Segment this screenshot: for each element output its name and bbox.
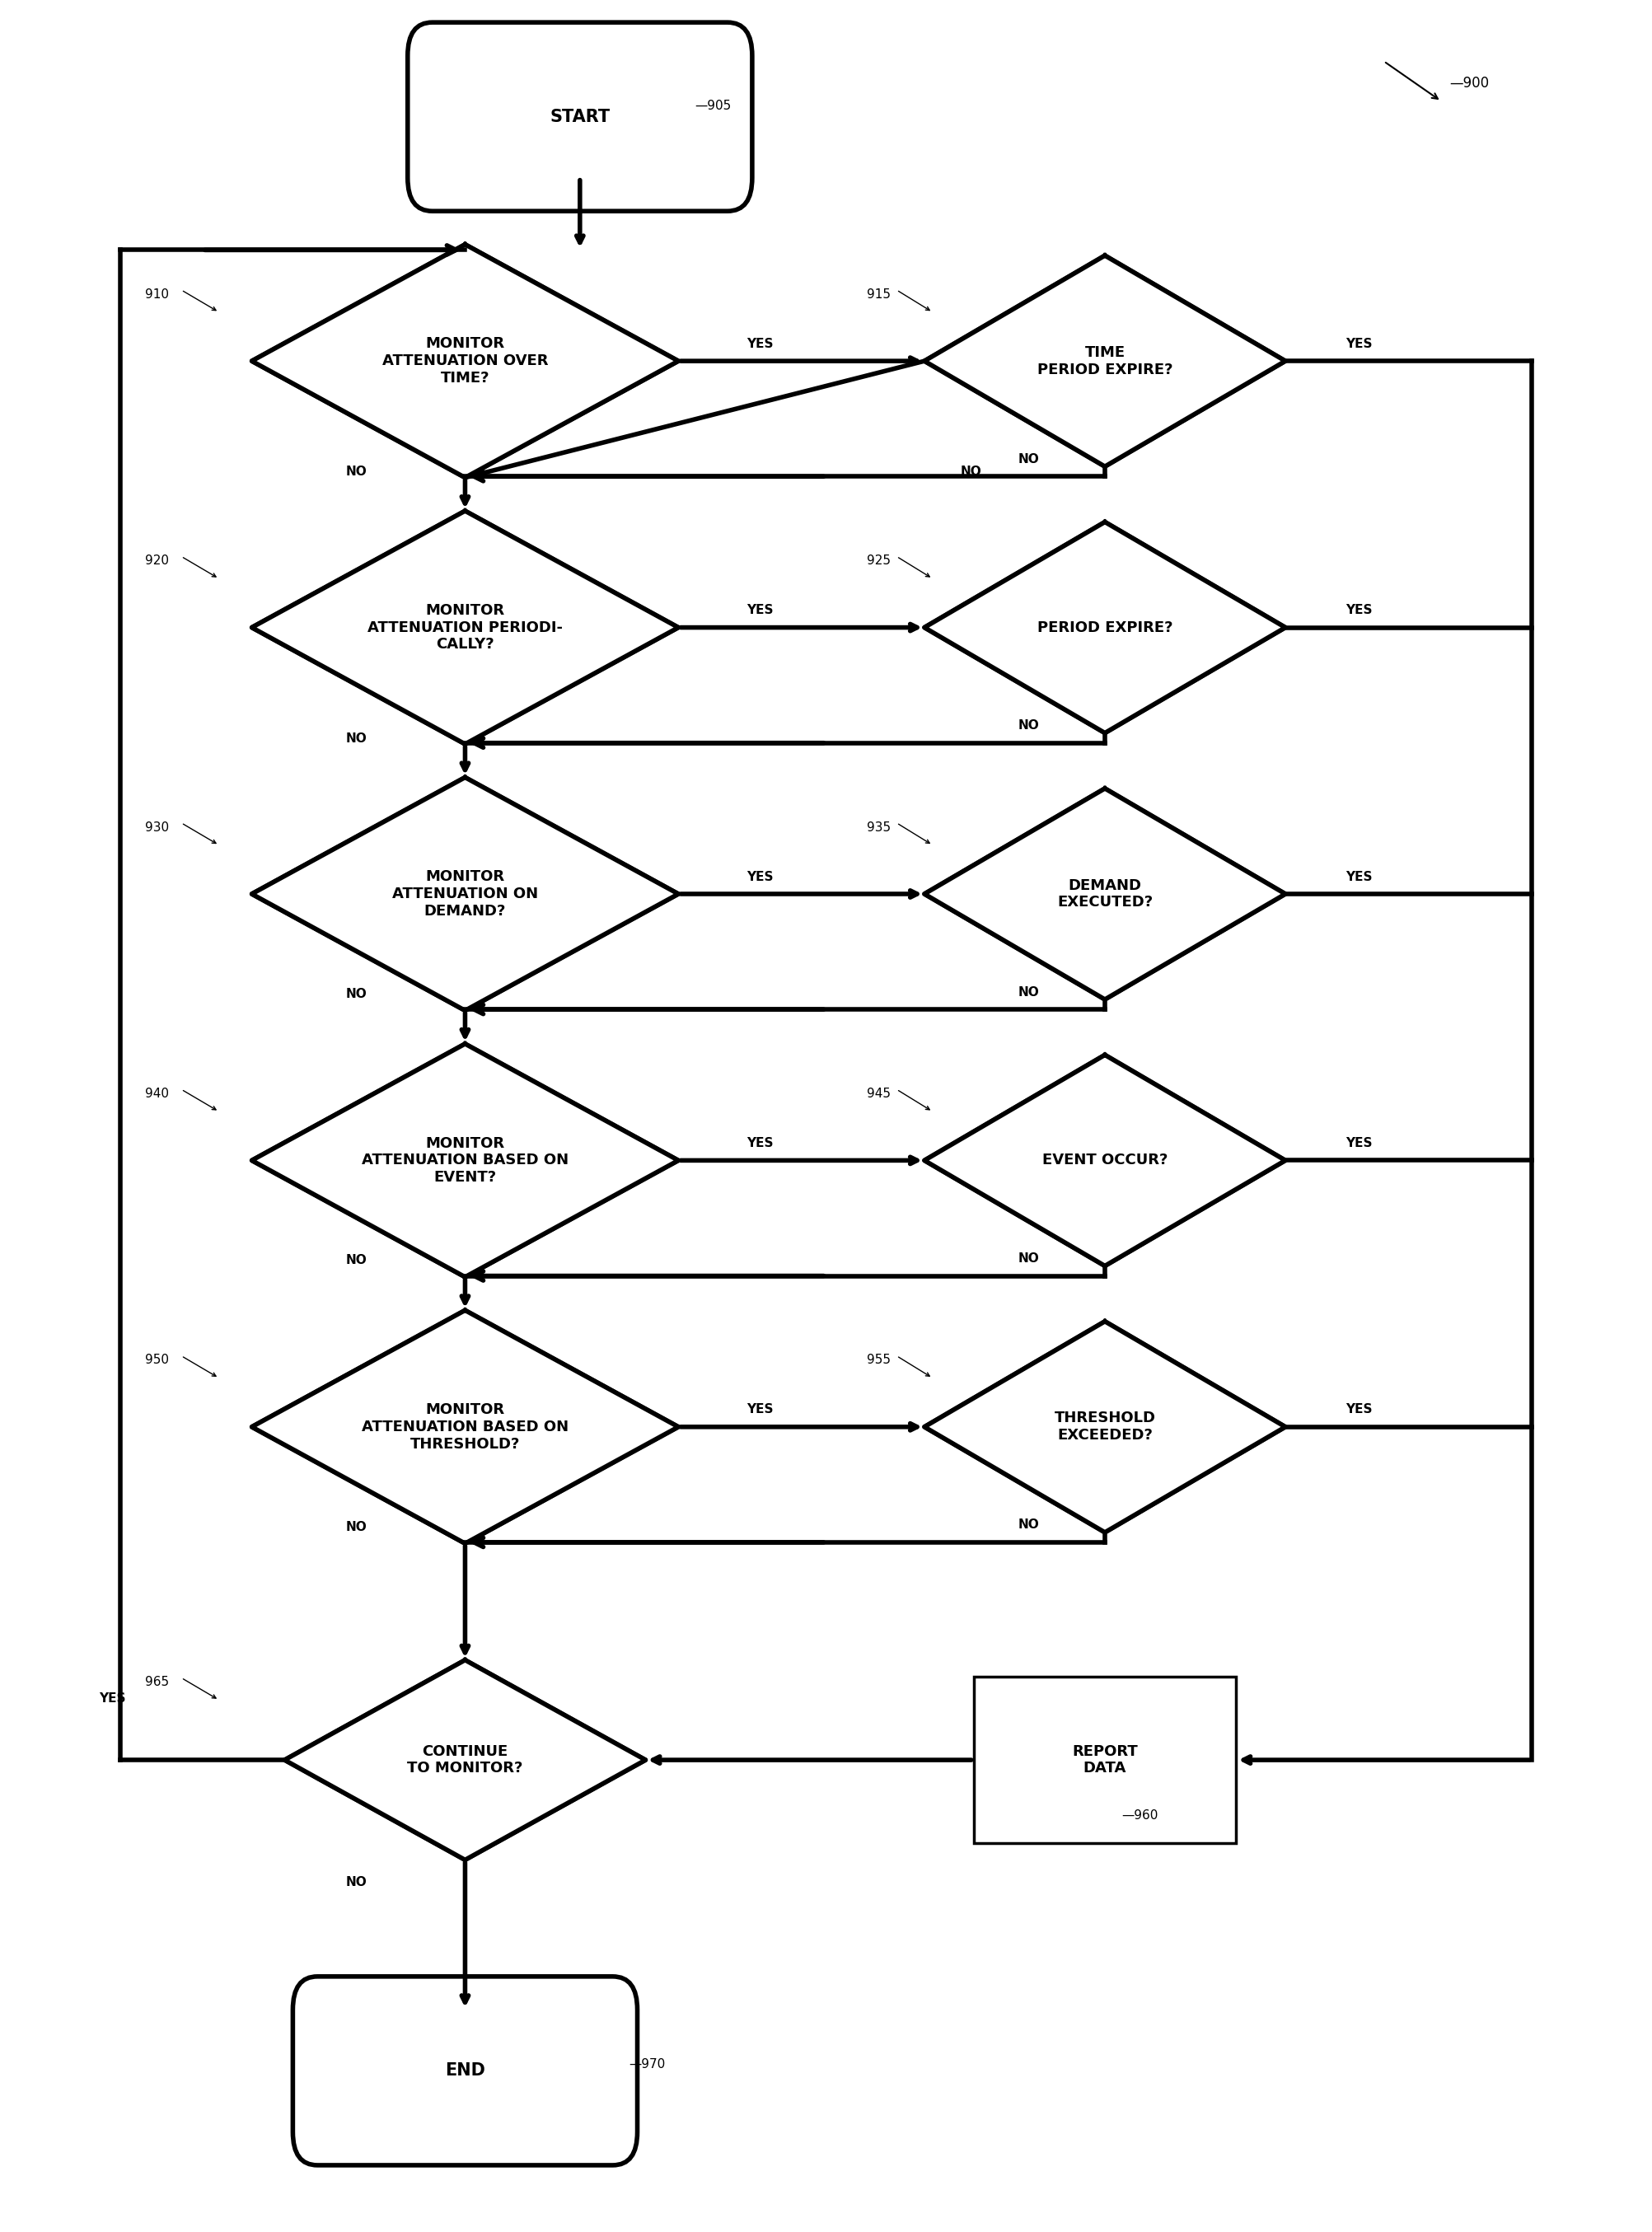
Text: NO: NO: [345, 1875, 367, 1888]
Text: —960: —960: [1122, 1810, 1158, 1821]
Polygon shape: [251, 246, 679, 478]
Text: 930: 930: [145, 821, 169, 833]
Text: YES: YES: [747, 1136, 773, 1149]
Text: NO: NO: [345, 1520, 367, 1533]
Text: THRESHOLD
EXCEEDED?: THRESHOLD EXCEEDED?: [1054, 1411, 1155, 1442]
Text: YES: YES: [747, 337, 773, 350]
Text: 920: 920: [145, 556, 169, 567]
Text: NO: NO: [345, 732, 367, 745]
Text: 915: 915: [867, 288, 890, 301]
Text: YES: YES: [1346, 1136, 1373, 1149]
Text: START: START: [550, 109, 610, 125]
Text: DEMAND
EXECUTED?: DEMAND EXECUTED?: [1057, 877, 1153, 911]
Text: —905: —905: [695, 100, 732, 112]
Polygon shape: [284, 1661, 646, 1859]
Text: —970: —970: [629, 2058, 666, 2071]
Text: NO: NO: [345, 1254, 367, 1266]
FancyBboxPatch shape: [408, 22, 752, 212]
Text: NO: NO: [1018, 1252, 1039, 1266]
Text: YES: YES: [747, 870, 773, 884]
Text: NO: NO: [1018, 987, 1039, 998]
Text: MONITOR
ATTENUATION OVER
TIME?: MONITOR ATTENUATION OVER TIME?: [382, 337, 548, 386]
Text: 925: 925: [867, 556, 890, 567]
Text: YES: YES: [1346, 870, 1373, 884]
Text: EVENT OCCUR?: EVENT OCCUR?: [1042, 1154, 1168, 1167]
Polygon shape: [925, 522, 1285, 732]
Text: YES: YES: [1346, 337, 1373, 350]
Polygon shape: [925, 1056, 1285, 1266]
Text: NO: NO: [345, 466, 367, 478]
Text: MONITOR
ATTENUATION PERIODI-
CALLY?: MONITOR ATTENUATION PERIODI- CALLY?: [367, 603, 563, 652]
Text: YES: YES: [99, 1692, 126, 1705]
Polygon shape: [925, 254, 1285, 466]
Text: 935: 935: [867, 821, 890, 833]
Polygon shape: [925, 1321, 1285, 1533]
Text: 965: 965: [145, 1676, 169, 1687]
Text: 940: 940: [145, 1087, 169, 1100]
Text: NO: NO: [960, 466, 981, 478]
Text: CONTINUE
TO MONITOR?: CONTINUE TO MONITOR?: [408, 1743, 524, 1777]
Text: MONITOR
ATTENUATION BASED ON
EVENT?: MONITOR ATTENUATION BASED ON EVENT?: [362, 1136, 568, 1185]
Text: YES: YES: [1346, 1404, 1373, 1415]
Text: REPORT
DATA: REPORT DATA: [1072, 1743, 1138, 1777]
Text: NO: NO: [345, 989, 367, 1000]
Text: MONITOR
ATTENUATION BASED ON
THRESHOLD?: MONITOR ATTENUATION BASED ON THRESHOLD?: [362, 1402, 568, 1451]
Polygon shape: [251, 1045, 679, 1277]
Text: 945: 945: [867, 1087, 890, 1100]
Text: NO: NO: [1018, 453, 1039, 466]
FancyBboxPatch shape: [292, 1978, 638, 2165]
Text: 910: 910: [145, 288, 169, 301]
Text: MONITOR
ATTENUATION ON
DEMAND?: MONITOR ATTENUATION ON DEMAND?: [392, 870, 539, 920]
Text: NO: NO: [1018, 719, 1039, 732]
Text: END: END: [444, 2062, 486, 2078]
FancyBboxPatch shape: [973, 1676, 1236, 1844]
Polygon shape: [251, 777, 679, 1011]
Text: 955: 955: [867, 1355, 890, 1366]
Polygon shape: [925, 788, 1285, 1000]
Polygon shape: [251, 1310, 679, 1545]
Text: YES: YES: [1346, 605, 1373, 616]
Text: YES: YES: [747, 1404, 773, 1415]
Text: —900: —900: [1449, 76, 1488, 92]
Text: TIME
PERIOD EXPIRE?: TIME PERIOD EXPIRE?: [1037, 346, 1173, 377]
Text: 950: 950: [145, 1355, 169, 1366]
Polygon shape: [251, 511, 679, 743]
Text: PERIOD EXPIRE?: PERIOD EXPIRE?: [1037, 620, 1173, 634]
Text: NO: NO: [1018, 1520, 1039, 1531]
Text: YES: YES: [747, 605, 773, 616]
